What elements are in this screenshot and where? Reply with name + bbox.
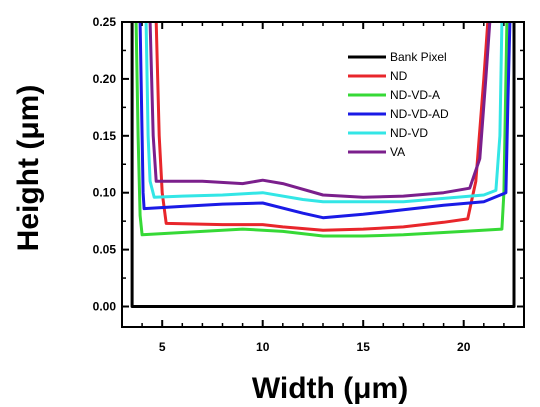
y-tick-label: 0.20 (93, 72, 117, 86)
legend-item: ND-VD-A (348, 88, 440, 102)
x-tick-label: 10 (256, 340, 270, 354)
series-line-3 (138, 21, 512, 220)
x-axis-title: Width (μm) (252, 372, 408, 405)
y-tick-label: 0.15 (93, 129, 117, 143)
plot-frame (121, 21, 525, 328)
y-tick-label: 0.00 (93, 300, 117, 314)
legend-label: ND-VD-AD (390, 107, 449, 121)
legend: Bank Pixel ND ND-VD-A ND-VD-AD ND-VD VA (348, 50, 449, 159)
plot-lines (130, 21, 516, 308)
legend-label: ND (390, 69, 408, 83)
legend-item: ND-VD (348, 126, 428, 140)
legend-item: ND-VD-AD (348, 107, 449, 121)
series-line-5 (148, 21, 492, 199)
axis-ticks (122, 21, 525, 327)
y-tick-label: 0.05 (93, 243, 117, 257)
x-tick-label: 5 (159, 340, 166, 354)
axis-tick-labels: 5 10 15 20 0.00 0.05 0.10 0.15 0.20 0.25 (93, 15, 471, 354)
legend-item: Bank Pixel (348, 50, 447, 64)
legend-label: Bank Pixel (390, 50, 447, 64)
legend-item: VA (348, 145, 405, 159)
series-line-1 (154, 21, 490, 232)
legend-label: ND-VD (390, 126, 428, 140)
y-tick-label: 0.10 (93, 186, 117, 200)
legend-label: VA (390, 145, 405, 159)
legend-label: ND-VD-A (390, 88, 440, 102)
legend-item: ND (348, 69, 408, 83)
series-line-2 (134, 21, 509, 238)
x-tick-label: 20 (457, 340, 471, 354)
series-line-4 (144, 21, 504, 204)
y-axis-title: Height (μm) (12, 85, 45, 252)
x-tick-label: 15 (357, 340, 371, 354)
y-tick-label: 0.25 (93, 15, 117, 29)
series-line-0 (130, 22, 516, 308)
